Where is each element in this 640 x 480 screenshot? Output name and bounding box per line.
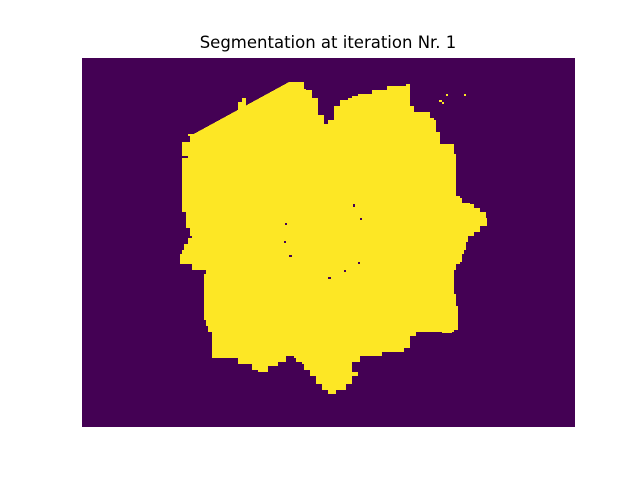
mask-petals xyxy=(180,82,486,394)
mask-holes xyxy=(284,204,362,279)
plot-title: Segmentation at iteration Nr. 1 xyxy=(199,33,457,52)
mask-speckles xyxy=(439,94,466,104)
segmentation-image xyxy=(82,58,575,427)
